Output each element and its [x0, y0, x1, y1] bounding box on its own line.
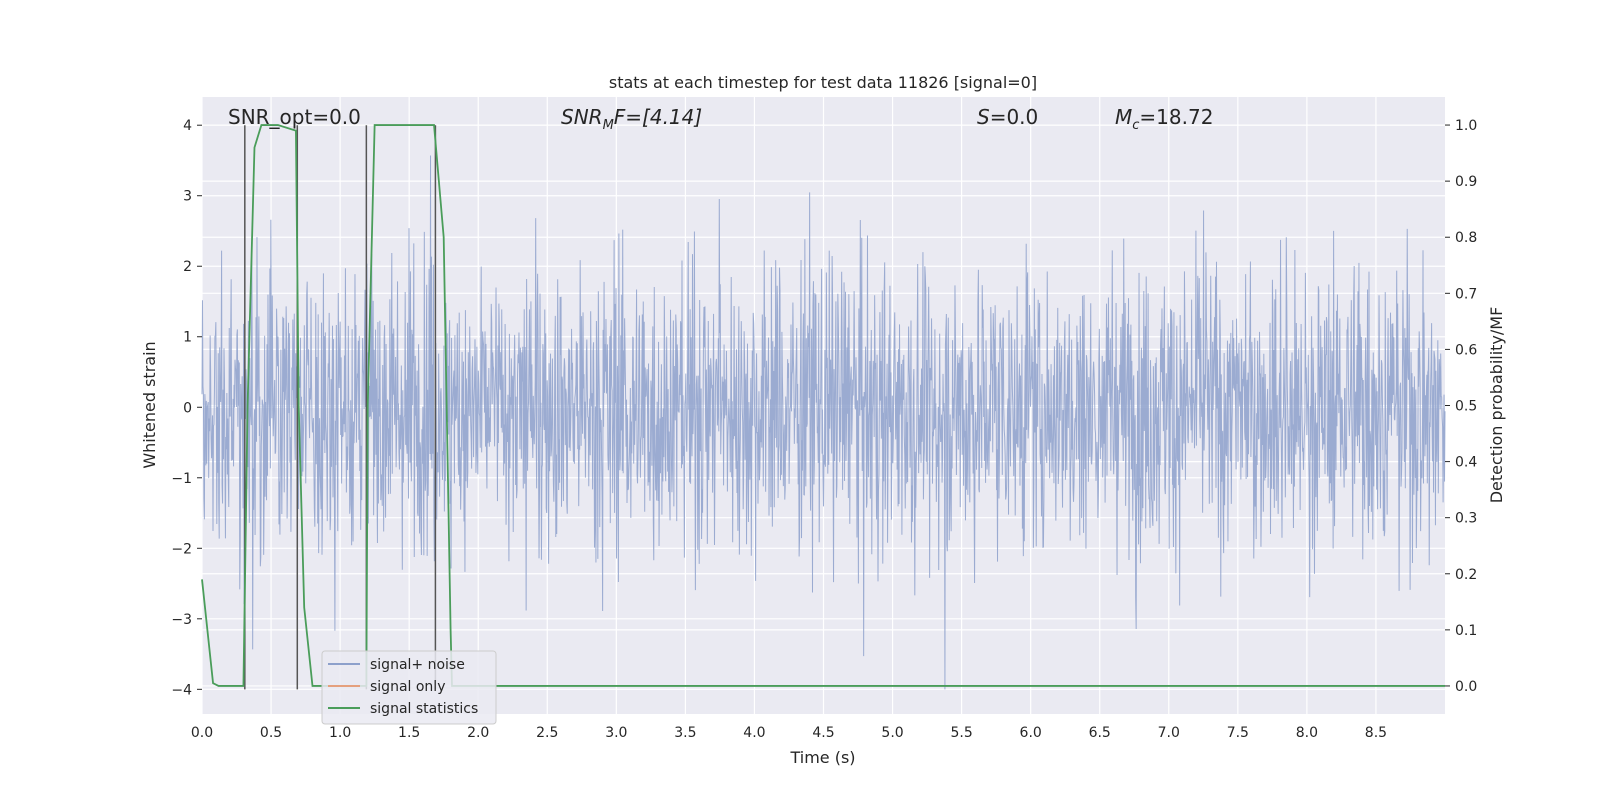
x-tick-label: 8.0: [1296, 725, 1318, 741]
x-tick-label: 2.5: [536, 725, 558, 741]
legend-label-signal-only: signal only: [370, 679, 445, 695]
y-tick-label: −2: [171, 541, 192, 557]
y-tick-label: 2: [183, 259, 192, 275]
y-right-tick-label: 0.9: [1455, 174, 1477, 190]
x-tick-label: 4.0: [743, 725, 765, 741]
y-tick-label: 4: [183, 118, 192, 134]
signal-statistics-series: [201, 124, 1445, 687]
y-right-tick-label: 0.6: [1455, 342, 1477, 358]
s-annotation: S=0.0: [977, 105, 1038, 129]
mc-sub: c: [1132, 118, 1139, 133]
mc-annotation: Mc=18.72: [1115, 105, 1213, 133]
y-tick-label: 1: [183, 330, 192, 346]
series-signal-noise: [201, 155, 1446, 690]
legend-box: [321, 650, 497, 725]
legend-label-signal-statistics: signal statistics: [370, 701, 478, 717]
noise-series: [201, 155, 1446, 690]
y-ticks: 4 3 2 1 0 −1 −2 −3 −4: [171, 118, 202, 698]
y-ticks-right: 1.0 0.9 0.8 0.7 0.6 0.5 0.4 0.3 0.2 0.1 0.0: [1445, 118, 1477, 695]
x-tick-label: 7.5: [1227, 725, 1249, 741]
x-tick-label: 3.0: [605, 725, 627, 741]
x-tick-label: 1.0: [329, 725, 351, 741]
x-tick-label: 2.0: [467, 725, 489, 741]
y-tick-label: −1: [171, 471, 192, 487]
s-rest: =0.0: [990, 105, 1039, 129]
x-tick-label: 0.5: [260, 725, 282, 741]
x-axis-label: Time (s): [789, 748, 855, 767]
y-right-tick-label: 0.1: [1455, 623, 1477, 639]
snr-mf-annotation: SNRMF=[4.14]: [561, 105, 702, 133]
x-tick-label: 7.0: [1158, 725, 1180, 741]
y-tick-label: 3: [183, 189, 192, 205]
y-right-tick-label: 0.5: [1455, 399, 1477, 415]
chart-title: stats at each timestep for test data 118…: [609, 73, 1037, 92]
x-tick-label: 5.5: [950, 725, 972, 741]
snr-mf-sub: M: [603, 118, 614, 133]
y-right-tick-label: 0.7: [1455, 286, 1477, 302]
x-tick-label: 5.0: [881, 725, 903, 741]
y-right-tick-label: 0.8: [1455, 230, 1477, 246]
y-right-tick-label: 0.0: [1455, 679, 1477, 695]
x-tick-label: 3.5: [674, 725, 696, 741]
y-tick-label: −3: [171, 612, 192, 628]
x-tick-label: 4.5: [812, 725, 834, 741]
snr-opt-annotation: SNR_opt=0.0: [228, 105, 361, 129]
y-right-tick-label: 0.2: [1455, 567, 1477, 583]
y-right-tick-label: 1.0: [1455, 118, 1477, 134]
y-tick-label: −4: [171, 682, 192, 698]
mc-main: M: [1115, 105, 1132, 129]
y-axis-label: Whitened strain: [140, 341, 159, 468]
snr-mf-rest: F=[4.14]: [614, 105, 702, 129]
legend-label-signal-noise: signal+ noise: [370, 657, 465, 673]
x-ticks: 0.0 0.5 1.0 1.5 2.0 2.5 3.0 3.5 4.0 4.5 5.0 5.5 6.0 6…: [191, 725, 1387, 741]
s-main: S: [977, 105, 990, 129]
legend: signal+ noise signal only signal statist…: [321, 650, 497, 725]
series-signal-statistics: [201, 124, 1445, 687]
x-tick-label: 8.5: [1365, 725, 1387, 741]
y-tick-label: 0: [183, 400, 192, 416]
y-right-tick-label: 0.3: [1455, 511, 1477, 527]
y-right-tick-label: 0.4: [1455, 455, 1477, 471]
snr-mf-main: SNR: [561, 105, 603, 129]
y-axis-label-right: Detection probability/MF: [1487, 307, 1506, 504]
x-tick-label: 1.5: [398, 725, 420, 741]
x-tick-label: 6.5: [1089, 725, 1111, 741]
x-tick-label: 6.0: [1020, 725, 1042, 741]
mc-rest: =18.72: [1139, 105, 1213, 129]
x-tick-label: 0.0: [191, 725, 213, 741]
